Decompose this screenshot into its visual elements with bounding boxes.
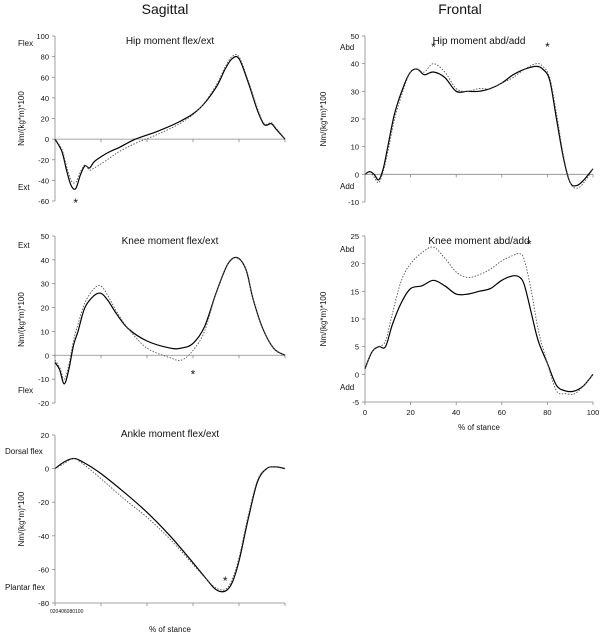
knee-front-x-tick-label: 80 xyxy=(543,408,551,417)
hip-sag-y-tick-label: 80 xyxy=(41,53,49,62)
knee-front-x-tick-label: 100 xyxy=(587,408,600,417)
hip-front-series-solid xyxy=(364,65,594,187)
hip-sag-y-label: Nm/(kg*m)*100 xyxy=(17,91,26,146)
ankle-sag-upper-label: Dorsal flex xyxy=(5,447,43,456)
hip-front-y-tick-label: 0 xyxy=(355,170,359,179)
ankle-sag-x-tick-string: 020406080100 xyxy=(50,609,84,615)
knee-sag-lower-label: Flex xyxy=(18,386,33,395)
ankle-sag-y-tick-label: -60 xyxy=(38,565,49,574)
knee-front-significance-marker: * xyxy=(527,237,532,251)
knee-sag-y-tick-label: 10 xyxy=(41,327,49,336)
hip-sag-series-dotted xyxy=(54,53,286,184)
hip-front-y-tick-label: -10 xyxy=(348,198,359,207)
knee-sag-y-tick-label: 20 xyxy=(41,304,49,313)
ankle-sag-x-label: % of stance xyxy=(149,625,191,634)
hip-front-upper-label: Abd xyxy=(340,43,354,52)
hip-sag-title: Hip moment flex/ext xyxy=(126,36,215,47)
knee-front-series-solid xyxy=(364,275,594,393)
knee-front-lower-label: Add xyxy=(340,383,354,392)
hip-sag-y-tick-label: -40 xyxy=(38,176,49,185)
hip-sag-y-tick-label: 100 xyxy=(36,32,49,41)
ankle-sag-series-dotted xyxy=(54,458,286,591)
knee-sag-y-tick-label: 40 xyxy=(41,256,49,265)
knee-front-series-dotted xyxy=(364,246,594,395)
knee-sag-y-tick-label: 50 xyxy=(41,232,49,241)
hip-sag-significance-marker: * xyxy=(73,196,78,210)
ankle-sag-significance-marker: * xyxy=(223,574,228,588)
knee-front-x-tick-label: 20 xyxy=(406,408,414,417)
ankle-sag-series-solid xyxy=(54,457,286,593)
hip-sag-series-solid xyxy=(54,55,286,190)
hip-front-y-tick-label: 10 xyxy=(351,143,359,152)
charts-group: Hip moment flex/ext100806040200-20-40-60… xyxy=(5,32,599,634)
knee-sag-y-tick-label: 0 xyxy=(45,351,49,360)
ankle-sag-y-label: Nm/(kg*m)*100 xyxy=(17,491,26,546)
knee-front-y-tick-label: 0 xyxy=(355,370,359,379)
knee-front-x-tick-label: 60 xyxy=(498,408,506,417)
knee-sag-y-tick-label: 30 xyxy=(41,280,49,289)
ankle-sag-y-tick-label: -40 xyxy=(38,532,49,541)
knee-front-upper-label: Abd xyxy=(340,245,354,254)
knee-front-y-tick-label: 25 xyxy=(351,232,359,241)
chart-hip-front: Hip moment abd/add 50 40 30 20 10 0 -10 Nm/(kg*m… xyxy=(319,32,594,207)
hip-sag-lower-label: Ext xyxy=(18,183,30,192)
hip-front-y-tick-label: 20 xyxy=(351,115,359,124)
hip-front-significance-marker: * xyxy=(545,40,550,54)
chart-knee-front: Knee moment abd/add 25 20 15 10 5 0 -5 0 20 40 60 80… xyxy=(319,232,599,432)
hip-sag-y-tick-label: -60 xyxy=(38,197,49,206)
knee-sag-y-label: Nm/(kg*m)*100 xyxy=(17,292,26,347)
knee-front-y-tick-label: 5 xyxy=(355,343,359,352)
knee-sag-upper-label: Ext xyxy=(18,241,30,250)
hip-front-significance-marker: * xyxy=(431,40,436,54)
ankle-sag-lower-label: Plantar flex xyxy=(5,583,45,592)
knee-sag-significance-marker: * xyxy=(191,367,196,381)
knee-sag-y-tick-label: -10 xyxy=(38,375,49,384)
chart-knee-sag: Knee moment flex/ext 50 40 30 20 10 0 -10 -20 Nm/… xyxy=(17,232,286,408)
knee-sag-series-solid xyxy=(54,256,286,385)
hip-front-y-tick-label: 30 xyxy=(351,87,359,96)
ankle-sag-y-tick-label: -20 xyxy=(38,498,49,507)
knee-front-x-tick-label: 0 xyxy=(363,408,367,417)
knee-sag-y-tick-label: -20 xyxy=(38,399,49,408)
knee-front-x-tick-label: 40 xyxy=(452,408,460,417)
hip-front-y-tick-label: 50 xyxy=(351,32,359,41)
hip-front-lower-label: Add xyxy=(340,182,354,191)
ankle-sag-y-tick-label: -80 xyxy=(38,599,49,608)
knee-front-y-label: Nm/(kg*m)*100 xyxy=(319,291,328,346)
knee-front-y-tick-label: 15 xyxy=(351,287,359,296)
ankle-sag-y-tick-label: 0 xyxy=(45,465,49,474)
knee-front-title: Knee moment abd/add xyxy=(428,236,529,247)
chart-hip-sag: Hip moment flex/ext 100 80 60 40 20 0 -20 -40 -60… xyxy=(17,32,286,210)
hip-sag-y-tick-label: 20 xyxy=(41,115,49,124)
chart-ankle-sag: Ankle moment flex/ext 20 0 -20 -40 -60 -800204… xyxy=(5,429,286,634)
knee-front-y-tick-label: -5 xyxy=(352,398,359,407)
hip-sag-y-tick-label: 60 xyxy=(41,73,49,82)
hip-sag-y-tick-label: 0 xyxy=(45,135,49,144)
column-title-sagittal: Sagittal xyxy=(142,1,189,17)
column-title-frontal: Frontal xyxy=(438,1,482,17)
hip-front-y-label: Nm/(kg*m)*100 xyxy=(319,91,328,146)
hip-front-title: Hip moment abd/add xyxy=(433,36,526,47)
hip-sag-y-tick-label: 40 xyxy=(41,94,49,103)
hip-sag-y-tick-label: -20 xyxy=(38,156,49,165)
knee-front-x-label: % of stance xyxy=(458,423,500,432)
knee-front-y-tick-label: 10 xyxy=(351,315,359,324)
hip-front-y-tick-label: 40 xyxy=(351,60,359,69)
hip-sag-upper-label: Flex xyxy=(18,39,33,48)
knee-sag-title: Knee moment flex/ext xyxy=(122,236,219,247)
ankle-sag-title: Ankle moment flex/ext xyxy=(121,429,220,440)
ankle-sag-y-tick-label: 20 xyxy=(41,431,49,440)
hip-front-series-dotted xyxy=(364,63,594,189)
knee-sag-series-dotted xyxy=(54,256,286,380)
knee-front-y-tick-label: 20 xyxy=(351,260,359,269)
